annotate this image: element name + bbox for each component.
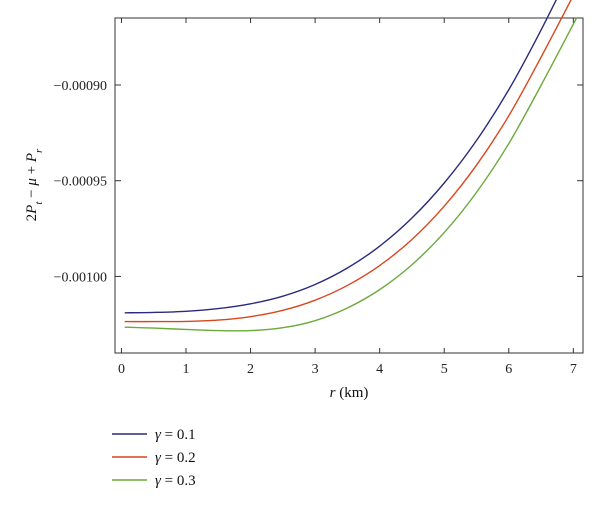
x-tick-label: 1 xyxy=(183,362,190,377)
y-axis-ticks: −0.00090 −0.00095 −0.00100 xyxy=(54,79,583,285)
x-tick-label: 0 xyxy=(118,362,125,377)
legend-label-gamma-2: γ = 0.2 xyxy=(155,450,196,466)
y-tick-label: −0.00100 xyxy=(54,270,107,285)
y-tick-label: −0.00090 xyxy=(54,79,107,94)
y-tick-label: −0.00095 xyxy=(54,175,107,190)
x-tick-label: 7 xyxy=(570,362,577,377)
x-tick-label: 3 xyxy=(312,362,319,377)
series-line-gamma-2 xyxy=(124,0,572,323)
x-tick-label: 5 xyxy=(441,362,448,377)
y-axis-title-group: 2Pt − μ + Pr xyxy=(24,148,45,221)
x-axis-ticks: 0 1 2 3 4 5 6 7 xyxy=(118,18,577,377)
x-tick-label: 2 xyxy=(247,362,254,377)
series-lines xyxy=(124,0,578,332)
plot-frame xyxy=(114,17,584,354)
legend: γ = 0.1 γ = 0.2 γ = 0.3 xyxy=(112,427,196,489)
x-tick-label: 6 xyxy=(505,362,512,377)
x-tick-label: 4 xyxy=(376,362,383,377)
legend-label-gamma-1: γ = 0.1 xyxy=(155,427,196,443)
y-axis-title: 2Pt − μ + Pr xyxy=(24,148,45,221)
legend-label-gamma-3: γ = 0.3 xyxy=(155,473,196,489)
series-line-gamma-1 xyxy=(124,0,557,314)
series-line-gamma-3 xyxy=(124,17,578,332)
x-axis-title: r (km) xyxy=(330,385,369,401)
